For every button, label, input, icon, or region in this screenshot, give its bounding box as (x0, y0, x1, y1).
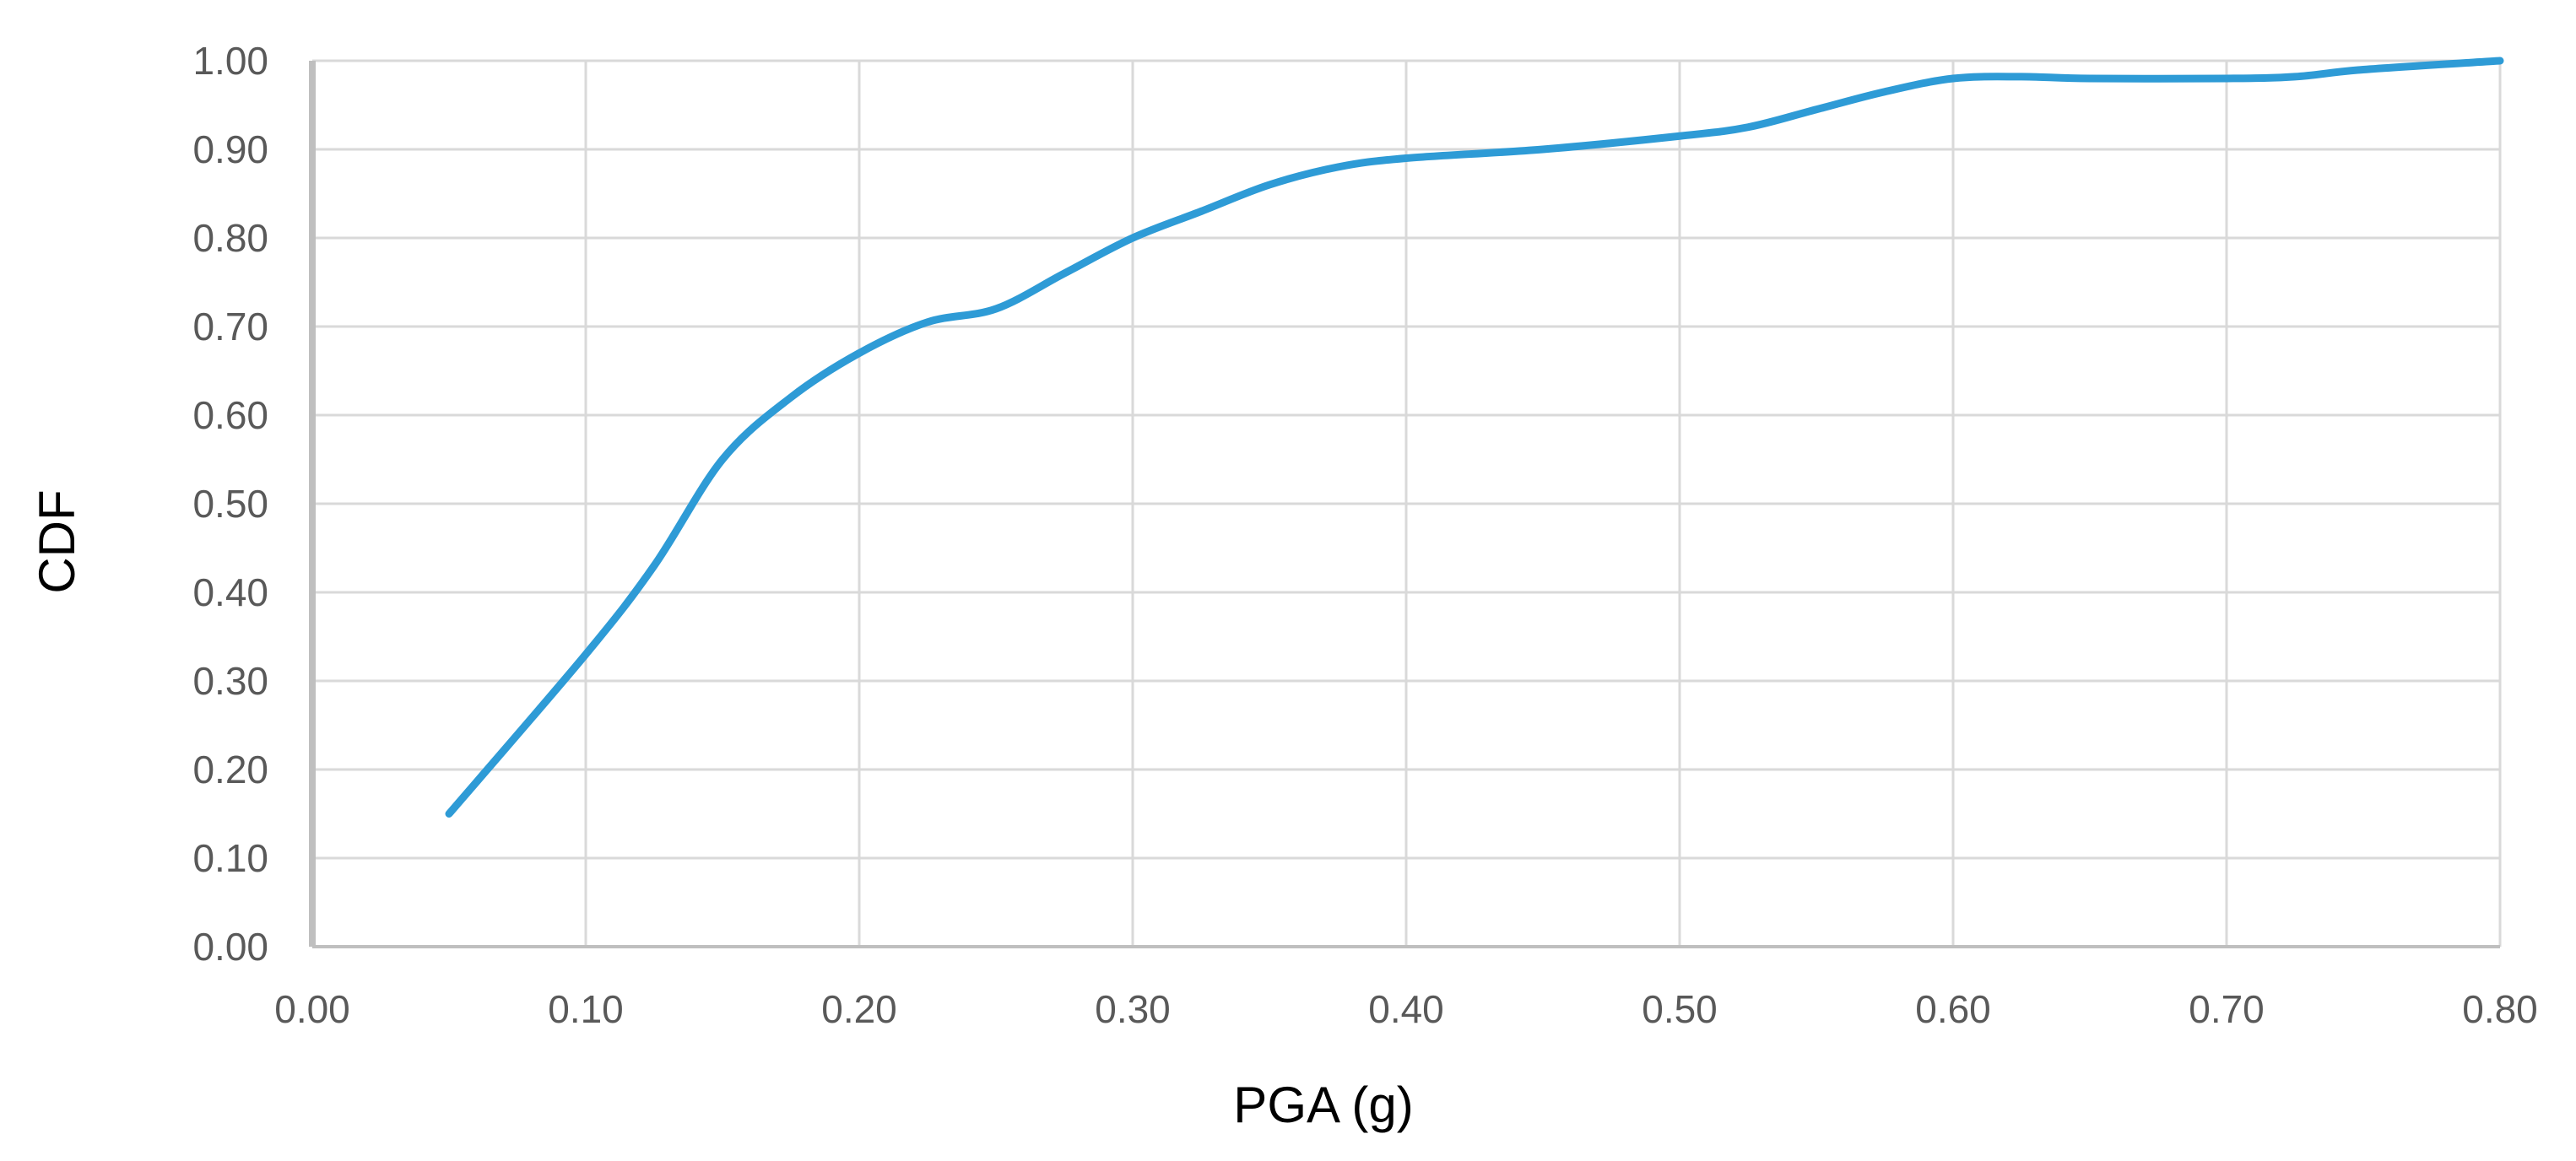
series-layer (445, 57, 2504, 818)
y-tick-label: 1.00 (192, 39, 268, 83)
x-tick-label: 0.50 (1642, 987, 1718, 1031)
axes (309, 61, 2500, 948)
y-tick-label: 0.90 (192, 127, 268, 171)
x-tick-label: 0.00 (274, 987, 350, 1031)
y-tick-label: 0.20 (192, 748, 268, 791)
x-tick-label: 0.70 (2189, 987, 2265, 1031)
x-axis-title: PGA (g) (1233, 1077, 1413, 1133)
x-tick-label: 0.80 (2462, 987, 2538, 1031)
y-tick-label: 0.00 (192, 925, 268, 969)
y-tick-label: 0.60 (192, 393, 268, 437)
x-tick-label: 0.30 (1095, 987, 1171, 1031)
y-tick-label: 0.40 (192, 570, 268, 614)
series-line (445, 57, 2504, 818)
x-tick-label: 0.60 (1915, 987, 1991, 1031)
gridlines (311, 59, 2502, 948)
y-tick-label: 0.10 (192, 836, 268, 880)
y-tick-label: 0.80 (192, 216, 268, 260)
x-tick-label: 0.40 (1368, 987, 1444, 1031)
y-tick-label: 0.50 (192, 482, 268, 526)
y-tick-label: 0.30 (192, 659, 268, 703)
y-axis-title: CDF (29, 489, 85, 593)
x-tick-label: 0.20 (821, 987, 897, 1031)
x-tick-label: 0.10 (548, 987, 624, 1031)
y-tick-label: 0.70 (192, 305, 268, 348)
tick-labels: 0.00 0.10 0.20 0.30 0.40 0.50 0.60 0.70 0.80 0.00… (192, 39, 2537, 1031)
